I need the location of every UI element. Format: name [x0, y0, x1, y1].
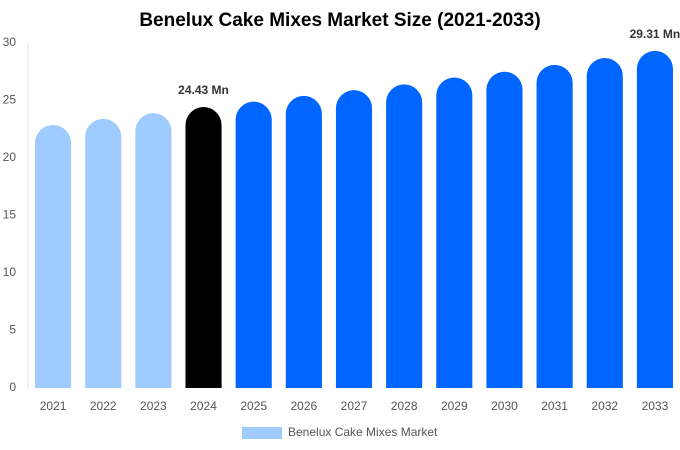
y-tick-label: 25: [3, 93, 17, 107]
bar: [486, 71, 523, 388]
bar: [235, 101, 272, 388]
x-tick-label: 2027: [341, 399, 368, 413]
x-tick-label: 2021: [40, 399, 67, 413]
x-tick-label: 2029: [441, 399, 468, 413]
x-tick-label: 2022: [90, 399, 117, 413]
legend-label: Benelux Cake Mixes Market: [288, 425, 438, 439]
x-tick-label: 2026: [290, 399, 317, 413]
y-tick-label: 20: [3, 150, 17, 164]
x-tick-label: 2025: [240, 399, 267, 413]
bar: [586, 57, 623, 389]
x-tick-label: 2033: [642, 399, 669, 413]
x-tick-label: 2028: [391, 399, 418, 413]
bar: [636, 50, 673, 388]
bar: [436, 77, 473, 388]
data-label: 24.43 Mn: [178, 83, 229, 97]
y-tick-label: 15: [3, 208, 17, 222]
legend-swatch: [242, 427, 282, 439]
x-tick-label: 2030: [491, 399, 518, 413]
bar: [536, 64, 573, 388]
y-tick-label: 5: [9, 323, 16, 337]
x-tick-label: 2023: [140, 399, 167, 413]
chart-title: Benelux Cake Mixes Market Size (2021-203…: [139, 10, 540, 31]
y-tick-label: 30: [3, 35, 17, 49]
y-tick-label: 0: [9, 380, 16, 394]
bar: [386, 84, 423, 388]
y-tick-label: 10: [3, 265, 17, 279]
bar: [35, 125, 72, 389]
bar: [185, 107, 222, 389]
bar: [335, 90, 373, 389]
bar: [85, 118, 122, 388]
bar: [285, 95, 322, 388]
x-tick-label: 2031: [541, 399, 568, 413]
bar: [135, 113, 172, 389]
x-tick-label: 2024: [190, 399, 217, 413]
x-tick-label: 2032: [591, 399, 618, 413]
data-label: 29.31 Mn: [630, 27, 680, 41]
